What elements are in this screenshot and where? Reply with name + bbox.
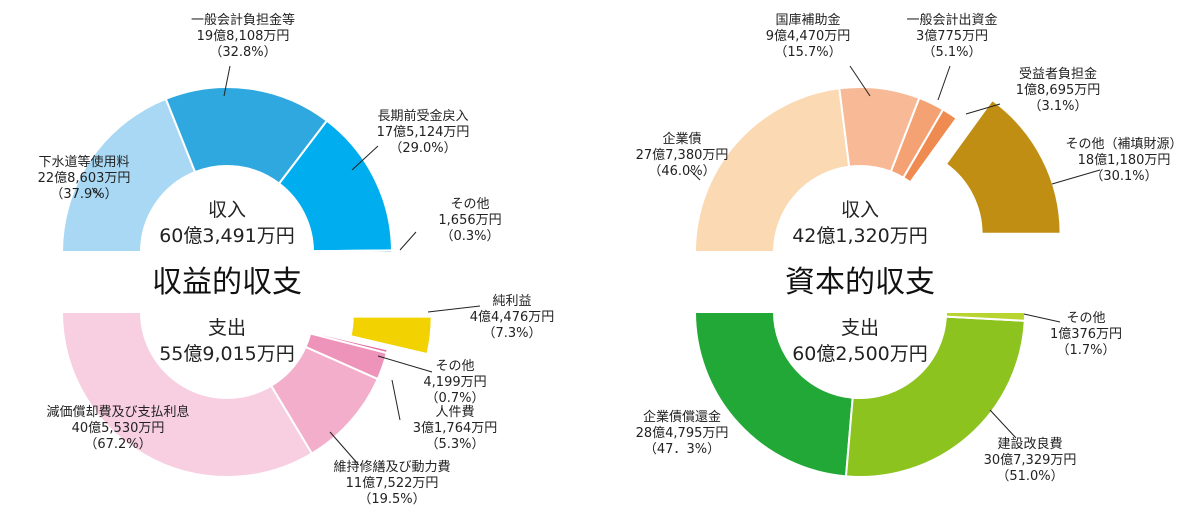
chart-2-label-0-2: （46.0%） (648, 164, 715, 179)
chart-2-leader-4 (1051, 169, 1101, 185)
chart-0-leader-3 (399, 231, 417, 251)
section-title-0: 収益的収支 (152, 265, 302, 300)
chart-0-label-1-1: 19億8,108万円 (197, 28, 290, 44)
chart-2-label-0-1: 27億7,380万円 (636, 147, 729, 163)
chart-0-label-1-0: 一般会計負担金等 (191, 12, 295, 28)
chart-3-label-1-1: 30億7,329万円 (984, 452, 1077, 468)
chart-0-label-2-1: 17億5,124万円 (377, 124, 470, 140)
chart-1-label-3-0: その他 (435, 359, 474, 374)
chart-2-leader-1 (849, 65, 871, 97)
chart-0-leader-2 (351, 145, 379, 171)
chart-1-center-total: 55億9,015万円 (159, 343, 295, 365)
chart-1-leader-4 (427, 305, 481, 313)
chart-3-label-0-1: 28億4,795万円 (636, 425, 729, 441)
chart-0-slice-0 (60, 97, 197, 253)
chart-3-label-1-2: （51.0%） (996, 469, 1063, 484)
chart-2-leader-3 (965, 103, 1001, 115)
chart-0-label-0-0: 下水道等使用料 (38, 154, 129, 170)
chart-1-slice-3 (309, 330, 389, 355)
chart-1-label-4-0: 純利益 (492, 294, 531, 309)
chart-0-label-0-2: （37.9%） (50, 187, 117, 202)
chart-1-label-4-1: 4億4,476万円 (470, 309, 555, 325)
chart-3-leader-1 (989, 409, 1017, 439)
chart-1-slice-0 (60, 311, 314, 478)
chart-3-center-total: 60億2,500万円 (792, 343, 928, 365)
chart-2-label-1-1: 9億4,470万円 (766, 28, 851, 44)
chart-3-slice-0 (693, 311, 854, 478)
chart-1-slice-2 (304, 332, 389, 381)
chart-3-label-2-2: （1.7%） (1056, 343, 1115, 358)
chart-0-label-0-1: 22億8,603万円 (38, 170, 131, 186)
chart-3-label-2-1: 1億376万円 (1050, 326, 1122, 342)
chart-0-leader-1 (223, 65, 231, 97)
chart-0-label-1-2: （32.8%） (209, 45, 276, 60)
chart-3-slice-2 (944, 311, 1027, 322)
chart-1-slice-1 (269, 345, 380, 455)
chart-2-leader-0 (689, 169, 701, 181)
chart-2-center-title: 収入 (841, 199, 879, 221)
chart-2-slice-4 (944, 98, 1062, 235)
chart-1-center-title: 支出 (208, 317, 246, 339)
chart-1-label-3-1: 4,199万円 (423, 375, 486, 390)
chart-3-label-2-0: その他 (1066, 311, 1105, 326)
chart-1-label-0-0: 減価償却費及び支払利息 (46, 404, 189, 420)
chart-3-center-title: 支出 (841, 317, 879, 339)
chart-1-label-1-1: 11億7,522万円 (346, 475, 439, 491)
chart-2-label-2-1: 3億775万円 (916, 28, 988, 44)
chart-0-label-3-0: その他 (450, 197, 489, 212)
chart-3-leader-2 (1023, 313, 1061, 323)
chart-0-label-3-2: （0.3%） (440, 229, 499, 244)
chart-1-slice-4 (349, 315, 433, 356)
chart-1-label-1-0: 維持修繕及び動力費 (333, 459, 450, 475)
chart-1-leader-2 (391, 379, 401, 421)
chart-0-label-2-2: （29.0%） (389, 141, 456, 156)
chart-0-leader-0 (91, 187, 101, 197)
chart-1-label-4-2: （7.3%） (482, 326, 541, 341)
chart-2-label-3-1: 1億8,695万円 (1016, 82, 1101, 98)
chart-2-label-4-0: その他（補填財源） (1065, 137, 1182, 152)
chart-1-label-0-1: 40億5,530万円 (72, 420, 165, 436)
chart-0-slice-3 (311, 249, 394, 254)
chart-2-leader-2 (937, 65, 951, 101)
chart-1-label-0-2: （67.2%） (84, 437, 151, 452)
chart-1-label-2-1: 3億1,764万円 (413, 420, 498, 436)
chart-1-label-3-2: （0.7%） (425, 391, 484, 406)
chart-0-center-title: 収入 (208, 199, 246, 221)
chart-1-label-1-2: （19.5%） (358, 492, 425, 507)
chart-2-label-2-0: 一般会計出資金 (906, 12, 997, 28)
chart-0-center-total: 60億3,491万円 (159, 225, 295, 247)
chart-2-label-1-2: （15.7%） (774, 45, 841, 60)
section-title-1: 資本的収支 (785, 265, 935, 300)
chart-2-label-2-2: （5.1%） (922, 45, 981, 60)
chart-2-slice-3 (901, 108, 958, 184)
chart-3-slice-1 (844, 315, 1026, 478)
chart-2-label-4-2: （30.1%） (1090, 169, 1157, 184)
chart-2-label-4-1: 18億1,180万円 (1078, 152, 1171, 168)
chart-3-label-0-0: 企業債償還金 (643, 409, 721, 425)
chart-2-label-0-0: 企業債 (662, 131, 701, 147)
chart-1-leader-3 (377, 355, 433, 373)
chart-1-label-2-0: 人件費 (435, 405, 474, 420)
chart-2-center-total: 42億1,320万円 (792, 225, 928, 247)
chart-2-label-3-2: （3.1%） (1028, 99, 1087, 114)
chart-3-label-0-2: （47．3%） (644, 442, 720, 457)
chart-0-label-3-1: 1,656万円 (438, 213, 501, 228)
chart-2-label-1-0: 国庫補助金 (775, 12, 840, 28)
chart-3-label-1-0: 建設改良費 (997, 436, 1062, 452)
chart-0-label-2-0: 長期前受金戻入 (377, 108, 468, 124)
chart-1-leader-1 (329, 431, 359, 465)
chart-2-slice-0 (693, 87, 851, 253)
chart-1-label-2-2: （5.3%） (425, 437, 484, 452)
chart-2-label-3-0: 受益者負担金 (1019, 66, 1097, 82)
